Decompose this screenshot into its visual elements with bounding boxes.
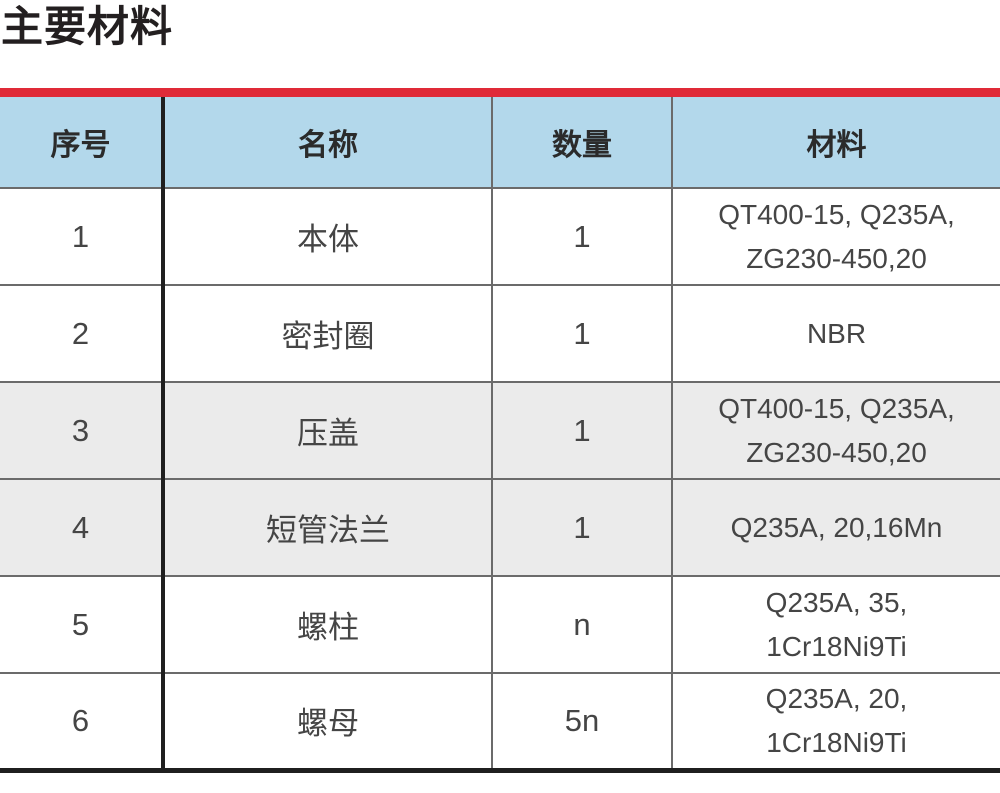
- header-serial: 序号: [0, 97, 165, 188]
- page-title: 主要材料: [1, 3, 174, 50]
- cell-material: Q235A, 20,16Mn: [672, 478, 1000, 576]
- cell-quantity: 1: [492, 478, 673, 576]
- table-row: 1 本体 1 QT400-15, Q235A, ZG230-450,20: [0, 187, 1000, 285]
- materials-table: 序号 名称 数量 材料 1 本体 1 QT400-15, Q235A, ZG23…: [0, 97, 1000, 773]
- cell-name: 压盖: [163, 381, 493, 479]
- table-row: 4 短管法兰 1 Q235A, 20,16Mn: [0, 478, 1000, 576]
- cell-serial: 5: [0, 575, 165, 673]
- table-header-row: 序号 名称 数量 材料: [0, 97, 1000, 188]
- cell-quantity: n: [492, 575, 673, 673]
- cell-name: 短管法兰: [163, 478, 493, 576]
- table-row: 3 压盖 1 QT400-15, Q235A, ZG230-450,20: [0, 381, 1000, 479]
- cell-serial: 3: [0, 381, 165, 479]
- header-name: 名称: [163, 97, 493, 188]
- table-row: 6 螺母 5n Q235A, 20, 1Cr18Ni9Ti: [0, 672, 1000, 770]
- table-row: 2 密封圈 1 NBR: [0, 284, 1000, 382]
- cell-serial: 6: [0, 672, 165, 770]
- cell-name: 本体: [163, 187, 493, 285]
- accent-divider: [0, 88, 1000, 97]
- cell-quantity: 1: [492, 284, 673, 382]
- table-body: 1 本体 1 QT400-15, Q235A, ZG230-450,20 2 密…: [0, 187, 1000, 770]
- cell-material: NBR: [672, 284, 1000, 382]
- cell-serial: 1: [0, 187, 165, 285]
- cell-name: 螺柱: [163, 575, 493, 673]
- cell-name: 螺母: [163, 672, 493, 770]
- cell-serial: 4: [0, 478, 165, 576]
- cell-material: QT400-15, Q235A, ZG230-450,20: [672, 187, 1000, 285]
- header-material: 材料: [672, 97, 1000, 188]
- cell-material: Q235A, 20, 1Cr18Ni9Ti: [672, 672, 1000, 770]
- header-quantity: 数量: [492, 97, 673, 188]
- cell-name: 密封圈: [163, 284, 493, 382]
- cell-quantity: 1: [492, 187, 673, 285]
- cell-quantity: 1: [492, 381, 673, 479]
- cell-serial: 2: [0, 284, 165, 382]
- cell-material: Q235A, 35, 1Cr18Ni9Ti: [672, 575, 1000, 673]
- table-row: 5 螺柱 n Q235A, 35, 1Cr18Ni9Ti: [0, 575, 1000, 673]
- cell-quantity: 5n: [492, 672, 673, 770]
- cell-material: QT400-15, Q235A, ZG230-450,20: [672, 381, 1000, 479]
